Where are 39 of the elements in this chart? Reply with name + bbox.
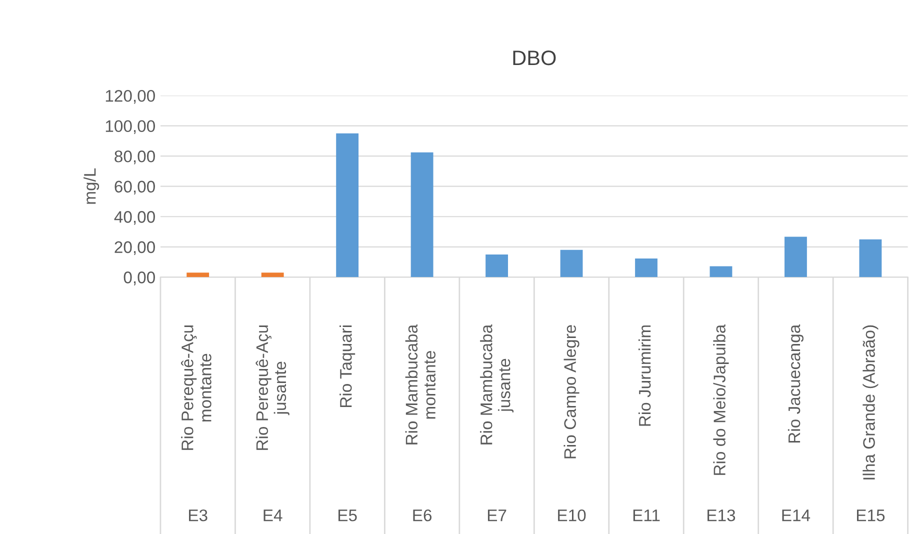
text: E13	[708, 509, 736, 522]
text: E10	[558, 509, 586, 522]
text: E6	[413, 509, 432, 522]
x-tick-label: Rio Perequê-Açu montante	[181, 325, 212, 450]
x-tick-label: Rio Jurumirim	[638, 325, 651, 426]
bar	[186, 272, 210, 278]
bar	[560, 250, 583, 278]
text: E15	[857, 510, 885, 522]
text: E7	[488, 510, 506, 522]
chart-title: DBO	[513, 50, 556, 66]
x-tick-label: Rio Mambucaba jusante	[480, 324, 514, 444]
text: E14	[782, 510, 810, 522]
x-tick-label: Rio Taquari	[340, 325, 356, 407]
bar	[261, 272, 284, 278]
y-tick-label: 0,00	[124, 272, 155, 286]
y-tick-label: 60,00	[114, 180, 155, 195]
x-tick-label: Rio Campo Alegre	[564, 325, 580, 458]
x-tick-label: Rio Jacuecanga	[788, 324, 804, 443]
bar	[784, 236, 807, 278]
y-axis-title: mg/L	[84, 168, 100, 204]
text: E4	[264, 510, 282, 522]
x-tick-label: Ilha Grande (Abraão)	[862, 325, 878, 480]
text: E3	[189, 509, 208, 522]
y-tick-label: 100,00	[106, 120, 155, 134]
bar	[486, 254, 508, 278]
x-tick-label: Rio do Meio/Japuiba	[713, 324, 729, 475]
x-tick-label: Rio Perequê-Açu jusante	[256, 325, 290, 450]
bar	[710, 266, 732, 278]
y-tick-label: 20,00	[114, 241, 155, 256]
bar	[410, 152, 434, 278]
bar	[336, 133, 359, 278]
bar	[635, 258, 658, 278]
text: E5	[338, 510, 357, 522]
y-tick-label: 40,00	[114, 211, 155, 225]
x-tick-label: Rio Mambucaba montante	[405, 324, 436, 444]
y-tick-label: 120,00	[106, 90, 155, 104]
text: E11	[633, 510, 660, 522]
y-tick-label: 80,00	[114, 150, 155, 164]
bar	[859, 239, 882, 278]
